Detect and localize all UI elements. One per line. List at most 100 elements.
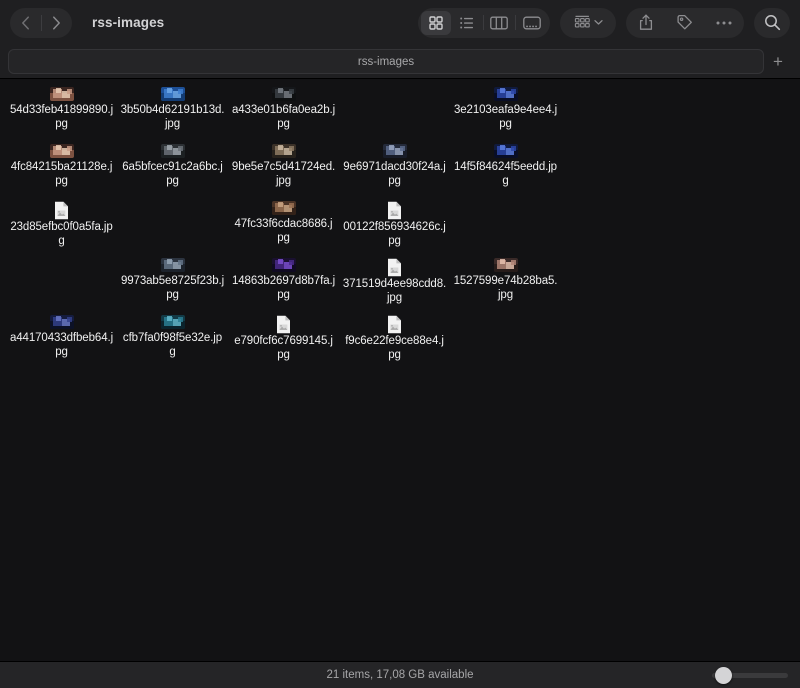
file-name-label: 6a5bfcec91c2a6bc.jpg — [122, 161, 223, 187]
file-item[interactable]: 6a5bfcec91c2a6bc.jpg — [117, 140, 228, 197]
icon-size-slider[interactable] — [712, 667, 788, 684]
image-thumbnail — [160, 258, 185, 272]
file-item[interactable]: 14863b2697d8b7fa.jpg — [228, 254, 339, 311]
file-name-label: 3e2103eafa9e4ee4.jpg — [453, 104, 558, 130]
chevron-right-icon — [53, 15, 60, 30]
file-item[interactable]: 3b50b4d62191b13d.jpg — [117, 83, 228, 140]
image-thumbnail — [271, 201, 296, 215]
file-name-label: cfb7fa0f98f5e32e.jpg — [122, 332, 223, 358]
file-name-label: 3b50b4d62191b13d.jpg — [120, 104, 225, 130]
image-thumbnail — [382, 144, 407, 158]
file-name-label: 47fc33f6cdac8686.jpg — [234, 218, 333, 244]
image-thumbnail — [49, 87, 74, 101]
forward-button[interactable] — [41, 8, 72, 38]
file-item[interactable]: 47fc33f6cdac8686.jpg — [228, 197, 339, 254]
tag-icon — [677, 14, 693, 30]
file-item[interactable]: cfb7fa0f98f5e32e.jpg — [117, 311, 228, 368]
file-name-label: 4fc84215ba21128e.jpg — [10, 161, 113, 187]
status-text: 21 items, 17,08 GB available — [326, 669, 474, 681]
share-button[interactable] — [630, 10, 662, 36]
image-thumbnail — [271, 258, 296, 272]
file-name-label: e790fcf6c7699145.jpg — [234, 335, 333, 361]
file-item[interactable]: f9c6e22fe9ce88e4.jpg — [339, 311, 450, 368]
tab-bar: rss-images + — [0, 45, 800, 79]
view-switcher — [418, 7, 550, 38]
file-item[interactable]: 14f5f84624f5eedd.jpg — [450, 140, 561, 197]
file-icon — [160, 87, 185, 101]
image-thumbnail — [160, 87, 185, 101]
file-icon — [493, 87, 518, 101]
file-icon — [49, 315, 74, 329]
chevron-down-icon — [593, 20, 603, 25]
tab-label: rss-images — [357, 55, 415, 68]
file-item[interactable]: 23d85efbc0f0a5fa.jpg — [6, 197, 117, 254]
file-item[interactable]: 1527599e74b28ba5.jpg — [450, 254, 561, 311]
file-item[interactable]: a433e01b6fa0ea2b.jpg — [228, 83, 339, 140]
group-items-icon — [574, 15, 590, 28]
file-icon — [271, 258, 296, 272]
image-thumbnail — [49, 144, 74, 158]
slider-knob[interactable] — [715, 667, 732, 684]
generic-document-icon — [277, 315, 290, 334]
file-icon — [382, 144, 407, 158]
file-item[interactable]: e790fcf6c7699145.jpg — [228, 311, 339, 368]
file-name-label: 54d33feb41899890.jpg — [9, 104, 114, 130]
view-icon-button[interactable] — [421, 10, 451, 35]
gallery-view-icon — [523, 16, 541, 29]
view-list-button[interactable] — [452, 11, 482, 35]
toolbar-right-group — [418, 7, 790, 38]
file-icon — [276, 315, 291, 334]
file-icon — [271, 87, 296, 101]
file-item[interactable]: 9973ab5e8725f23b.jpg — [117, 254, 228, 311]
tag-button[interactable] — [669, 10, 701, 36]
view-gallery-button[interactable] — [517, 11, 547, 35]
view-divider-2 — [515, 15, 517, 30]
image-thumbnail — [271, 144, 296, 158]
image-thumbnail — [493, 87, 518, 101]
column-view-icon — [490, 16, 509, 29]
file-name-label: 371519d4ee98cdd8.jpg — [342, 278, 447, 304]
file-item[interactable]: 3e2103eafa9e4ee4.jpg — [450, 83, 561, 140]
file-name-label: 14f5f84624f5eedd.jpg — [454, 161, 557, 187]
search-button[interactable] — [754, 7, 790, 38]
icon-grid: 54d33feb41899890.jpg 3b50b4d62191b13d.jpg… — [0, 83, 800, 368]
file-browser-area[interactable]: 54d33feb41899890.jpg 3b50b4d62191b13d.jpg… — [0, 79, 800, 661]
view-divider-1 — [482, 15, 484, 30]
file-name-label: 23d85efbc0f0a5fa.jpg — [10, 221, 113, 247]
file-item[interactable]: 4fc84215ba21128e.jpg — [6, 140, 117, 197]
file-item[interactable]: 54d33feb41899890.jpg — [6, 83, 117, 140]
search-icon — [764, 15, 780, 31]
file-icon — [160, 258, 185, 272]
file-item[interactable]: 371519d4ee98cdd8.jpg — [339, 254, 450, 311]
file-icon — [49, 87, 74, 101]
file-item[interactable]: 9be5e7c5d41724ed.jpg — [228, 140, 339, 197]
back-button[interactable] — [10, 8, 41, 38]
image-thumbnail — [493, 144, 518, 158]
file-icon — [493, 144, 518, 158]
file-name-label: a44170433dfbeb64.jpg — [9, 332, 114, 358]
file-item[interactable]: a44170433dfbeb64.jpg — [6, 311, 117, 368]
file-item[interactable]: 00122f856934626c.jpg — [339, 197, 450, 254]
image-thumbnail — [160, 315, 185, 329]
file-icon — [493, 258, 518, 272]
file-name-label: 9973ab5e8725f23b.jpg — [120, 275, 225, 301]
file-name-label: f9c6e22fe9ce88e4.jpg — [345, 335, 444, 361]
file-icon — [271, 144, 296, 158]
file-name-label: 9e6971dacd30f24a.jpg — [343, 161, 446, 187]
image-thumbnail — [160, 144, 185, 158]
file-icon — [49, 144, 74, 158]
status-bar: 21 items, 17,08 GB available — [0, 661, 800, 688]
file-icon — [387, 315, 402, 334]
file-icon — [160, 144, 185, 158]
file-item[interactable]: 9e6971dacd30f24a.jpg — [339, 140, 450, 197]
file-icon — [160, 315, 185, 329]
file-name-label: 14863b2697d8b7fa.jpg — [231, 275, 336, 301]
more-options-button[interactable] — [708, 10, 740, 36]
file-name-label: a433e01b6fa0ea2b.jpg — [231, 104, 336, 130]
generic-document-icon — [388, 258, 401, 277]
file-name-label: 1527599e74b28ba5.jpg — [453, 275, 558, 301]
group-button[interactable] — [560, 7, 616, 38]
view-column-button[interactable] — [484, 11, 514, 35]
new-tab-button[interactable]: + — [773, 52, 783, 71]
tab-rss-images[interactable]: rss-images — [8, 49, 764, 74]
